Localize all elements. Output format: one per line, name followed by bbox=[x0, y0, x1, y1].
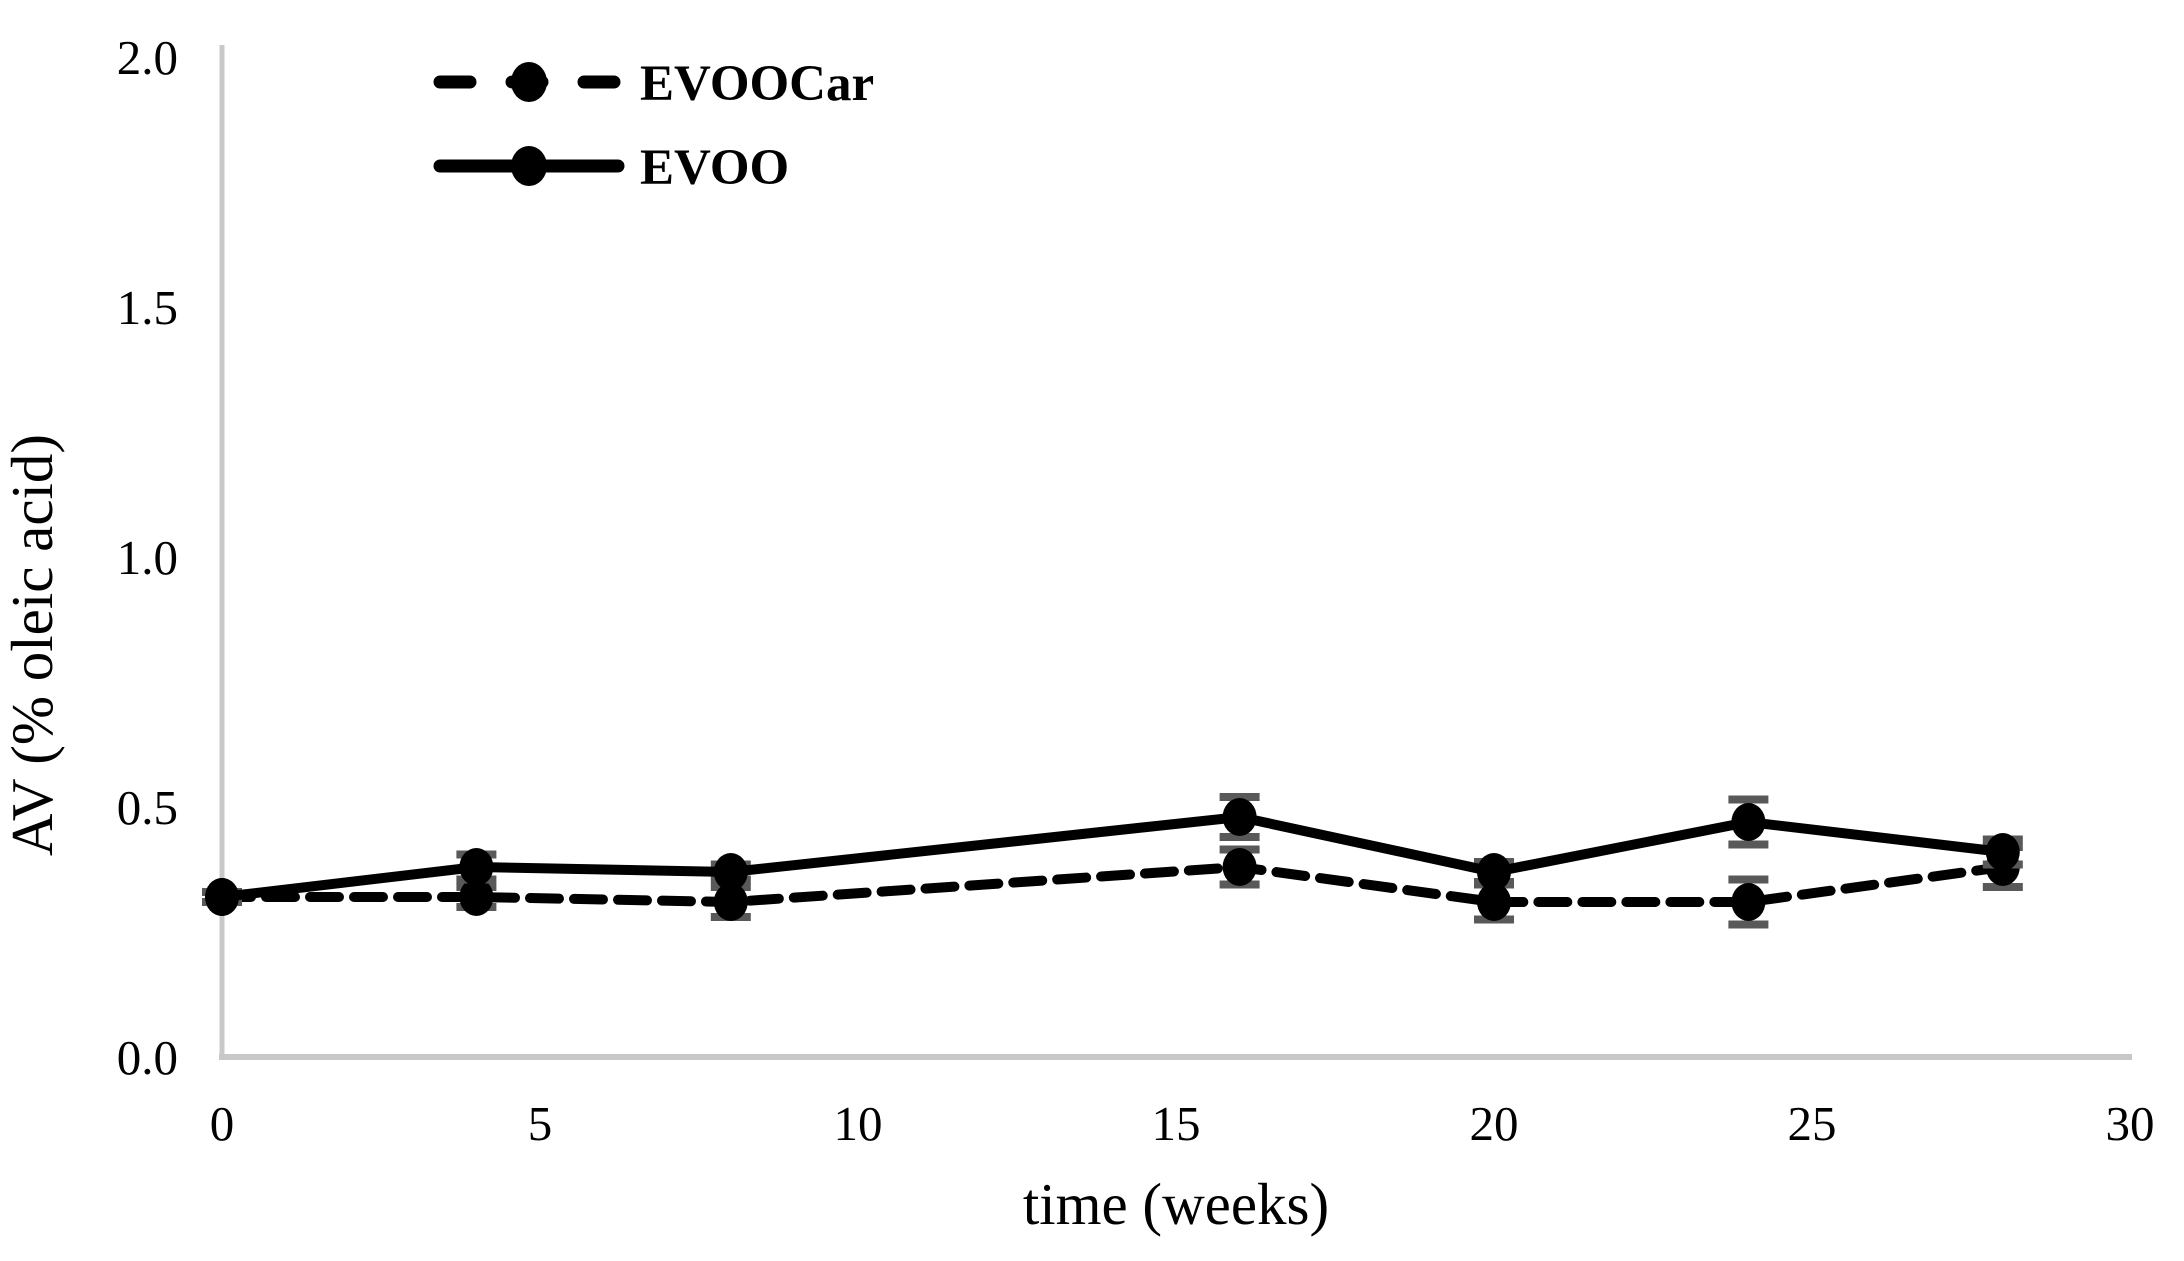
x-tick-label: 10 bbox=[834, 1096, 883, 1151]
data-point bbox=[1477, 883, 1511, 921]
y-tick-label: 0.0 bbox=[117, 1030, 178, 1085]
data-point bbox=[1222, 798, 1257, 836]
x-tick-label: 0 bbox=[210, 1096, 235, 1151]
data-point bbox=[459, 848, 494, 886]
data-point bbox=[1222, 848, 1257, 886]
legend: EVOOCar EVOO bbox=[433, 56, 874, 196]
series-EVOO bbox=[202, 793, 2023, 916]
x-axis-title: time (weeks) bbox=[1023, 1171, 1329, 1237]
x-tick-label: 5 bbox=[528, 1096, 553, 1151]
data-point bbox=[1477, 853, 1511, 891]
data-point bbox=[1731, 883, 1766, 921]
legend-label-evoo: EVOO bbox=[640, 140, 789, 196]
series-layer bbox=[202, 793, 2023, 929]
x-tick-label: 30 bbox=[2106, 1096, 2155, 1151]
data-point bbox=[713, 853, 748, 891]
x-tick-label: 20 bbox=[1470, 1096, 1519, 1151]
x-tick-label: 15 bbox=[1152, 1096, 1201, 1151]
data-point bbox=[1985, 833, 2020, 871]
y-axis-tick-labels: 0.0 0.5 1.0 1.5 2.0 bbox=[117, 30, 178, 1085]
data-point bbox=[459, 878, 494, 916]
y-tick-label: 1.5 bbox=[117, 280, 178, 335]
y-tick-label: 1.0 bbox=[117, 530, 178, 585]
y-tick-label: 2.0 bbox=[117, 30, 178, 85]
y-tick-label: 0.5 bbox=[117, 780, 178, 835]
data-point bbox=[713, 883, 748, 921]
legend-item-evoo: EVOO bbox=[433, 140, 789, 196]
x-axis-tick-labels: 0 5 10 15 20 25 30 bbox=[210, 1096, 2155, 1151]
data-point bbox=[1731, 803, 1766, 841]
legend-item-evoocar: EVOOCar bbox=[433, 56, 874, 112]
legend-marker-evoo bbox=[511, 146, 547, 186]
x-tick-label: 25 bbox=[1788, 1096, 1837, 1151]
data-point bbox=[205, 878, 239, 916]
legend-marker-evoocar bbox=[511, 62, 547, 102]
y-axis-title: AV (% oleic acid) bbox=[0, 434, 65, 856]
legend-label-evoocar: EVOOCar bbox=[640, 56, 874, 112]
